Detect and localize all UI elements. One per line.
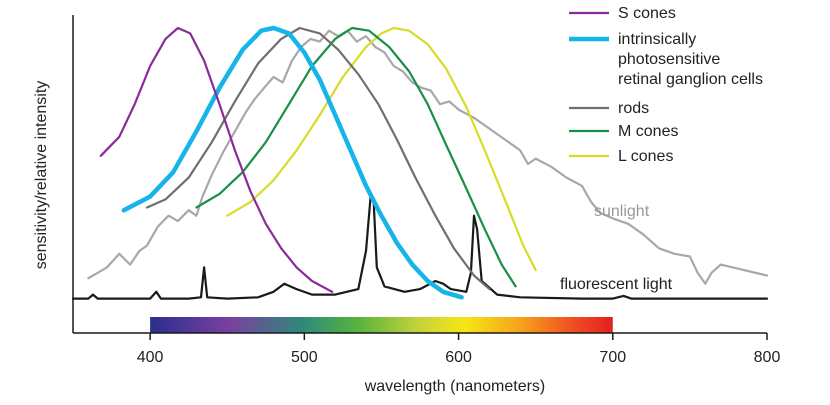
series-line-rods: [145, 26, 491, 291]
series-line-intrinsically-photosensitive-retinal-ganglion-cells: [121, 25, 464, 300]
legend-label-rods: rods: [618, 100, 649, 117]
legend-label-m-cones: M cones: [618, 123, 678, 140]
fluorescent-light-annotation: fluorescent light: [560, 276, 673, 293]
visible-spectrum-bar: [150, 317, 613, 333]
series-line-sunlight: [87, 29, 769, 285]
x-tick-label-500: 500: [291, 349, 318, 366]
x-tick-label-700: 700: [599, 349, 626, 366]
x-axis-label: wavelength (nanometers): [364, 378, 546, 395]
x-ticks: 400 500 600 700 800: [137, 333, 781, 366]
legend-label-intrinsically-photosensitive-retinal-ganglion-cells: intrinsically photosensitive retinal gangl…: [618, 31, 763, 88]
plot-area: [71, 25, 769, 333]
y-axis-label: sensitivity/relative intensity: [33, 81, 50, 270]
series-line-l-cones: [226, 26, 537, 272]
axes: [72, 15, 767, 334]
sunlight-annotation: sunlight: [594, 203, 650, 220]
series-line-s-cones: [99, 26, 334, 293]
x-tick-label-600: 600: [445, 349, 472, 366]
legend-label-s-cones: S cones: [618, 5, 676, 22]
x-tick-label-400: 400: [137, 349, 164, 366]
legend: S cones intrinsically photosensitive retina…: [569, 5, 763, 165]
legend-label-l-cones: L cones: [618, 148, 673, 165]
series-line-m-cones: [195, 26, 517, 288]
x-tick-label-800: 800: [754, 349, 781, 366]
